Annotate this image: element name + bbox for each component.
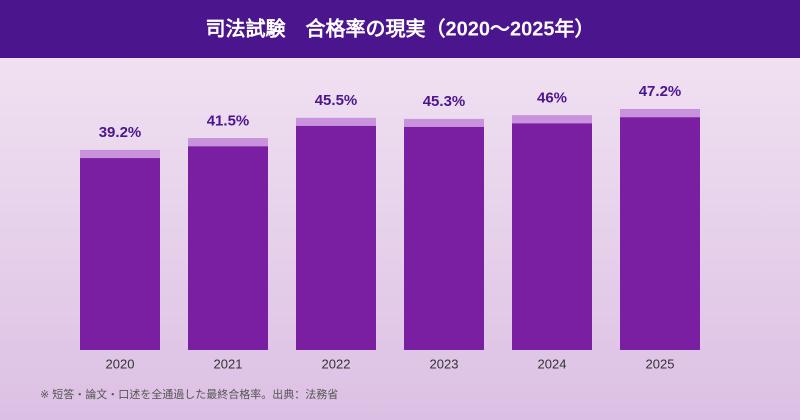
footnote: ※ 短答・論文・口述を全通過した最終合格率。出典：法務省 bbox=[40, 387, 338, 401]
bar-cap bbox=[80, 150, 160, 159]
value-label: 47.2% bbox=[639, 83, 682, 100]
value-label: 41.5% bbox=[207, 112, 250, 129]
x-tick-label: 2025 bbox=[646, 356, 675, 371]
x-tick-label: 2022 bbox=[322, 356, 351, 371]
value-label: 46% bbox=[537, 89, 567, 106]
title-banner bbox=[0, 0, 800, 58]
bar-cap bbox=[512, 115, 592, 124]
bar-cap bbox=[188, 138, 268, 147]
value-label: 39.2% bbox=[99, 124, 142, 141]
chart-title: 司法試験 合格率の現実（2020〜2025年） bbox=[206, 16, 595, 40]
value-label: 45.5% bbox=[315, 92, 358, 109]
bar-cap bbox=[296, 117, 376, 126]
x-tick-label: 2021 bbox=[214, 356, 243, 371]
bar bbox=[404, 118, 484, 350]
bar bbox=[620, 109, 700, 350]
x-tick-label: 2024 bbox=[538, 356, 567, 371]
x-tick-label: 2023 bbox=[430, 356, 459, 371]
x-tick-label: 2020 bbox=[106, 356, 135, 371]
bar bbox=[80, 150, 160, 350]
bar-cap bbox=[620, 109, 700, 118]
bar bbox=[296, 117, 376, 350]
bar-cap bbox=[404, 118, 484, 127]
value-label: 45.3% bbox=[423, 93, 466, 110]
bar bbox=[188, 138, 268, 350]
bar bbox=[512, 115, 592, 351]
